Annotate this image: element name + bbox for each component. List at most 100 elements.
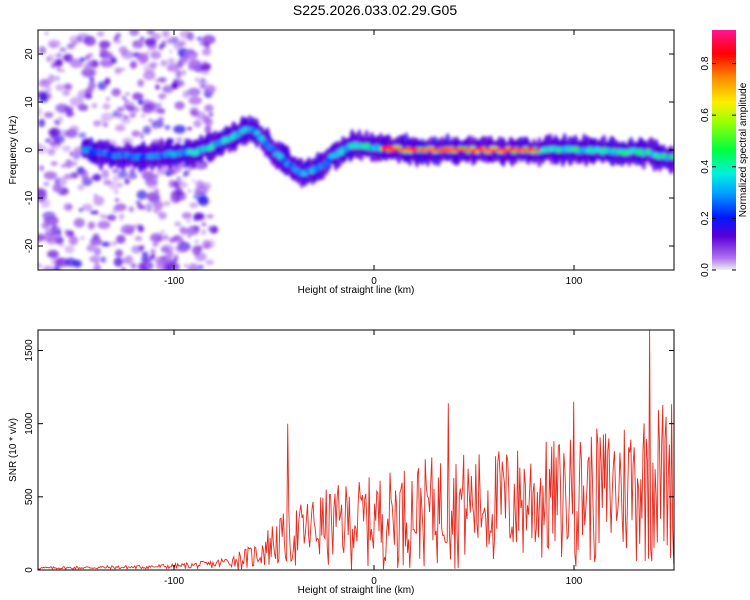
- spectrogram-noise-cell: [129, 30, 140, 36]
- spectrogram-ridge-peak: [457, 148, 465, 152]
- spectrogram-noise-cell: [153, 200, 164, 210]
- spectrogram-noise-cell: [79, 57, 86, 62]
- spectrogram-noise-cell: [164, 257, 174, 266]
- spectrogram-noise-cell: [61, 69, 65, 73]
- spectrogram-noise-cell: [85, 55, 90, 60]
- spectrogram-noise-cell: [93, 193, 98, 198]
- spectrogram-noise-cell: [155, 84, 160, 90]
- spectrogram-ridge-halo: [669, 146, 674, 173]
- spectrogram-noise-cell: [204, 84, 216, 95]
- spectrogram-noise-cell: [121, 95, 127, 100]
- spectrogram-noise-cell: [174, 221, 181, 227]
- spectrogram-noise-cell: [39, 94, 49, 103]
- spectrogram-noise-cell: [201, 229, 207, 235]
- spectrogram-noise-cell: [172, 257, 178, 262]
- spectrogram-noise-cell: [38, 107, 43, 117]
- spectrogram-noise-cell: [114, 203, 127, 212]
- snr-y-tick-label: 1000: [24, 412, 35, 435]
- spectrogram-noise-cell: [154, 78, 159, 83]
- colorbar-tick-label: 0.2: [700, 211, 711, 225]
- spectrogram-ridge-peak: [527, 148, 535, 152]
- spectrogram-noise-cell: [187, 48, 195, 54]
- spectrogram-noise-cell: [187, 87, 201, 97]
- spectrogram-noise-cell: [47, 93, 52, 100]
- spectrogram-noise-cell: [55, 76, 60, 81]
- spectrogram-noise-cell: [47, 74, 56, 83]
- spectrogram-noise-cell: [194, 77, 199, 82]
- spectrogram-noise-cell: [89, 77, 95, 83]
- spectrogram-noise-cell: [63, 173, 73, 180]
- spectrogram-ridge-peak: [514, 148, 523, 152]
- spectrogram-noise-cell: [45, 31, 48, 35]
- spectrogram-ridge-peak: [406, 148, 414, 152]
- spectrogram-noise-cell: [78, 208, 84, 212]
- spectrogram-noise-cell: [72, 160, 77, 166]
- spectrogram-noise-cell: [76, 33, 90, 43]
- spectrogram-noise-cell: [55, 84, 66, 91]
- spectrogram-noise-cell: [140, 135, 145, 139]
- spectrogram-noise-cell: [167, 57, 176, 65]
- spectrogram-ridge-peak: [438, 148, 446, 152]
- spectrogram-noise-cell: [69, 96, 85, 107]
- spectrogram-noise-cell: [196, 111, 206, 120]
- spectrogram-noise-cell: [44, 111, 54, 119]
- spectrogram-noise-cell: [46, 236, 58, 246]
- spectrogram-noise-cell: [193, 188, 202, 195]
- spectrogram-noise-cell: [166, 63, 179, 72]
- spectrogram-noise-cell: [90, 210, 94, 214]
- spectrogram-noise-cell: [162, 40, 167, 44]
- spectrogram-noise-cell: [130, 263, 137, 269]
- colorbar-tick-label: 0.4: [700, 159, 711, 173]
- snr-y-tick-label: 1500: [24, 339, 35, 362]
- spectrogram-noise-cell: [97, 220, 111, 230]
- spectrogram-noise-cell: [205, 259, 214, 266]
- spectrogram-noise-cell: [176, 236, 184, 245]
- spectrogram-noise-cell: [161, 255, 167, 260]
- spectrogram-noise-cell: [123, 255, 134, 265]
- spectrogram-noise-cell: [92, 210, 99, 215]
- snr-y-ticks: 0 500 1000 1500: [24, 339, 674, 573]
- spectrogram-noise-cell: [81, 203, 93, 212]
- spectrogram-noise-cell: [139, 36, 145, 42]
- snr-x-label: Height of straight line (km): [298, 585, 415, 596]
- spectrogram-noise-cell: [50, 225, 61, 236]
- spectrogram-noise-cell: [80, 236, 84, 240]
- snr-x-tick-label: 100: [566, 576, 583, 587]
- spectrogram-noise-cell: [163, 234, 169, 241]
- spectrogram-y-tick-label: -10: [24, 190, 35, 205]
- spectrogram-noise-cell: [43, 181, 50, 187]
- spectrogram-noise-cell: [47, 54, 55, 64]
- spectrogram-noise-cell: [77, 184, 85, 191]
- spectrogram-noise-cell: [149, 256, 153, 261]
- colorbar-label: Normalized spectral amplitude: [738, 82, 749, 217]
- spectrogram-noise-cell: [182, 173, 187, 178]
- spectrogram-noise-cell: [186, 32, 195, 41]
- snr-y-tick-label: 500: [24, 488, 35, 505]
- spectrogram-noise-cell: [135, 200, 141, 205]
- spectrogram-noise-cell: [55, 53, 62, 58]
- spectrogram-x-label: Height of straight line (km): [298, 285, 415, 296]
- spectrogram-noise-cell: [182, 90, 190, 98]
- spectrogram-noise-cell: [168, 237, 177, 243]
- spectrogram-noise-cell: [177, 176, 181, 180]
- spectrogram-noise-cell: [96, 31, 105, 37]
- spectrogram-noise-cell: [188, 96, 202, 105]
- spectrogram-noise-cell: [73, 218, 85, 228]
- spectrogram-noise-cell: [115, 198, 119, 203]
- spectrogram-noise-cell: [118, 213, 125, 219]
- spectrogram-noise-cell: [188, 59, 202, 69]
- spectrogram-noise-cell: [69, 58, 84, 68]
- spectrogram-ridge-core: [669, 154, 674, 160]
- snr-y-tick-label: 0: [24, 567, 35, 573]
- colorbar-gradient: [712, 30, 736, 270]
- spectrogram-noise-cell: [42, 265, 54, 270]
- spectrogram-noise-cell: [200, 63, 210, 70]
- spectrogram-noise-cell: [145, 51, 151, 55]
- spectrogram-noise-cell: [187, 127, 192, 131]
- spectrogram-noise-cell: [149, 233, 164, 243]
- spectrogram-y-tick-label: -20: [24, 238, 35, 253]
- spectrogram-noise-cell: [93, 264, 101, 270]
- spectrogram-noise-cell: [102, 60, 114, 68]
- spectrogram-noise-cell: [45, 138, 52, 143]
